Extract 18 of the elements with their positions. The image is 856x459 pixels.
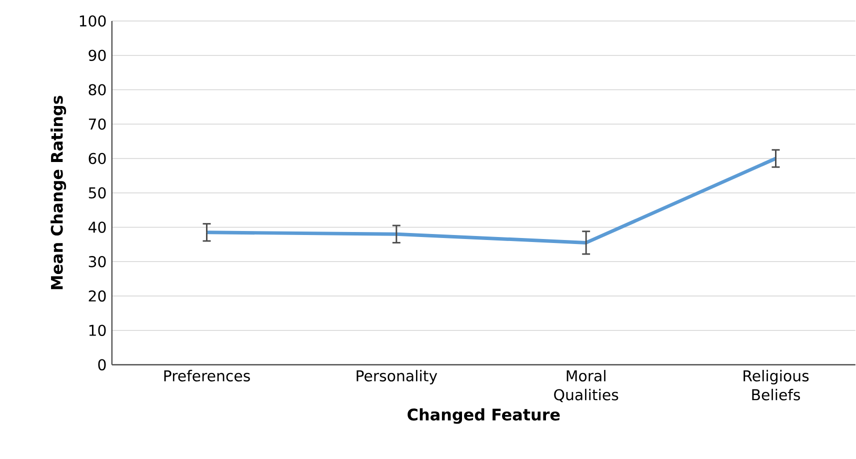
y-tick-label: 10	[89, 324, 106, 336]
y-tick-label: 20	[88, 290, 106, 302]
y-tick-label: 70	[88, 118, 106, 130]
x-tick-label: Personality	[356, 370, 438, 385]
y-tick-label: 100	[80, 15, 106, 27]
x-axis-title: Changed Feature	[408, 408, 560, 424]
y-tick-label: 40	[88, 222, 106, 234]
x-tick-label: Moral Qualities	[554, 370, 618, 402]
y-tick-label: 60	[88, 152, 106, 164]
y-tick-label: 80	[88, 84, 106, 96]
x-tick-label: Religious Beliefs	[744, 370, 809, 401]
y-tick-label: 50	[88, 187, 106, 199]
line-series	[205, 156, 778, 245]
y-tick-label: 30	[88, 256, 106, 268]
y-axis-title: Mean Change Ratings	[50, 96, 66, 290]
y-tick-label: 0	[98, 359, 106, 371]
y-tick-label: 90	[88, 50, 106, 62]
x-tick-label: Preferences	[164, 370, 250, 382]
